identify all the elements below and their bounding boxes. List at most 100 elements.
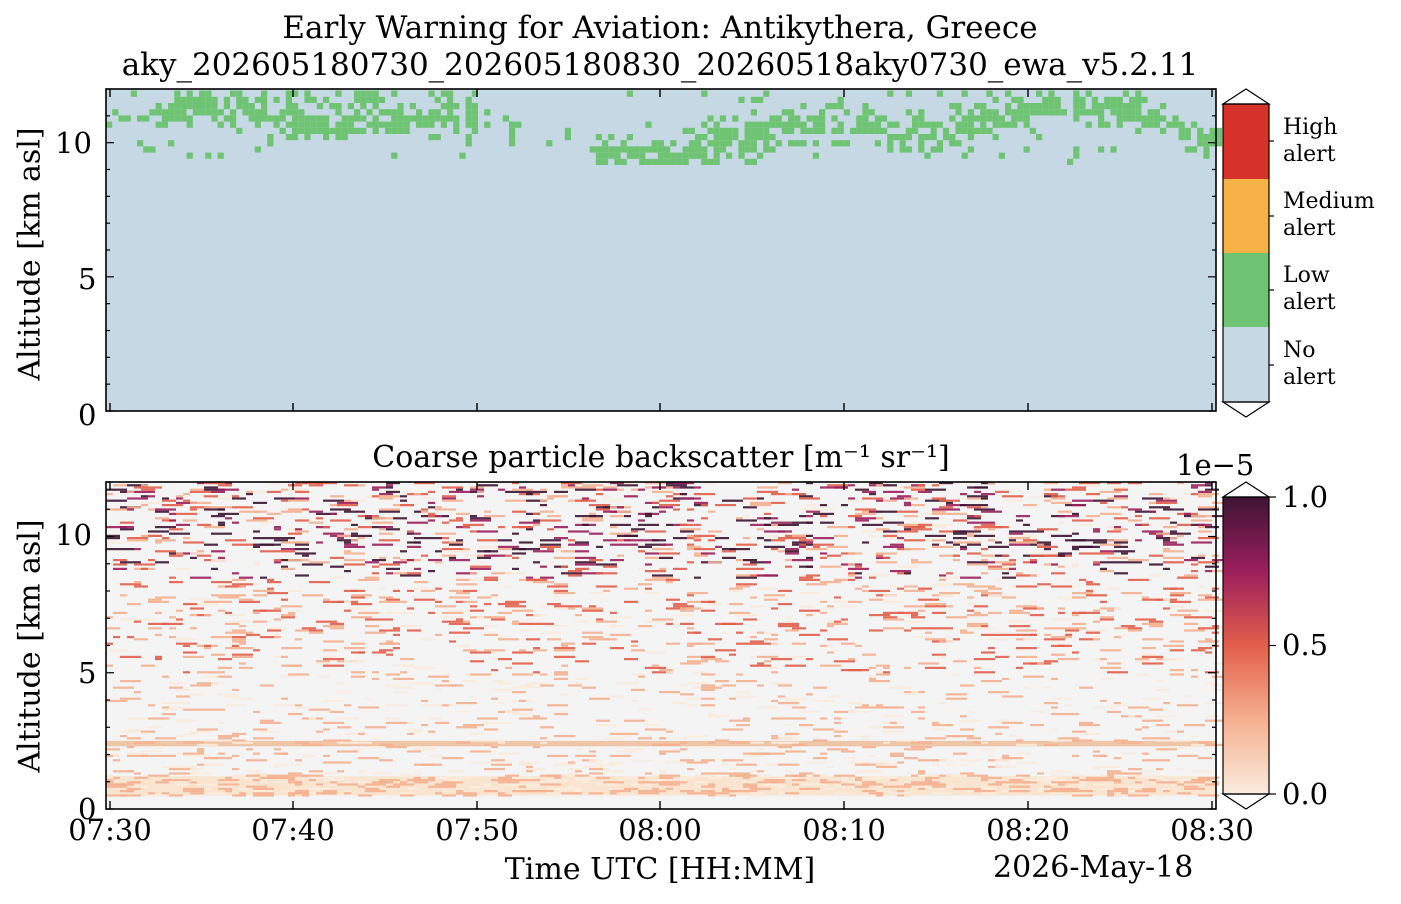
low-alert-cell	[744, 134, 751, 141]
low-alert-cell	[1036, 103, 1043, 110]
backscatter-cell	[1100, 754, 1107, 757]
backscatter-cell	[757, 528, 764, 531]
backscatter-cell	[330, 556, 344, 559]
backscatter-cell	[799, 537, 806, 540]
backscatter-cell	[624, 719, 645, 722]
low-alert-cell	[223, 115, 230, 122]
backscatter-cell	[253, 537, 274, 540]
backscatter-cell	[246, 785, 267, 788]
low-alert-cell	[440, 121, 447, 128]
low-alert-cell	[955, 121, 962, 128]
backscatter-cell	[974, 790, 995, 793]
backscatter-cell	[141, 504, 148, 507]
low-alert-cell	[757, 152, 764, 159]
backscatter-cell	[1177, 779, 1198, 782]
backscatter-cell	[512, 567, 519, 570]
low-alert-cell	[955, 109, 962, 116]
backscatter-cell	[127, 717, 148, 720]
backscatter-cell	[274, 497, 295, 500]
backscatter-cell	[680, 748, 687, 751]
backscatter-cell	[330, 495, 344, 498]
backscatter-cell	[771, 642, 785, 645]
backscatter-cell	[680, 662, 701, 665]
backscatter-cell	[1114, 541, 1128, 544]
backscatter-cell	[337, 721, 344, 724]
backscatter-cell	[218, 484, 232, 487]
backscatter-cell	[855, 488, 869, 491]
backscatter-cell	[134, 490, 155, 493]
low-alert-cell	[347, 103, 354, 110]
low-alert-cell	[1029, 103, 1036, 110]
backscatter-cell	[442, 673, 449, 676]
backscatter-cell	[813, 739, 820, 742]
backscatter-cell	[351, 523, 358, 526]
backscatter-cell	[764, 666, 778, 669]
low-alert-cell	[310, 115, 317, 122]
low-alert-cell	[378, 96, 385, 103]
backscatter-cell	[253, 779, 260, 782]
backscatter-cell	[575, 660, 589, 663]
backscatter-cell	[344, 739, 351, 742]
backscatter-cell	[456, 539, 463, 542]
low-alert-cell	[211, 103, 218, 110]
backscatter-cell	[1163, 607, 1170, 610]
backscatter-cell	[596, 508, 610, 511]
backscatter-cell	[659, 737, 666, 740]
low-alert-cell	[1178, 121, 1185, 128]
backscatter-cell	[799, 508, 820, 511]
backscatter-cell	[666, 484, 680, 487]
low-alert-cell	[781, 121, 788, 128]
backscatter-cell	[204, 495, 218, 498]
backscatter-cell	[575, 677, 589, 680]
backscatter-cell	[190, 730, 211, 733]
backscatter-cell	[1198, 561, 1219, 564]
backscatter-panel-ylabel: Altitude [km asl]	[12, 519, 48, 773]
low-alert-cell	[788, 115, 795, 122]
backscatter-cell	[183, 655, 204, 658]
low-alert-cell	[180, 109, 187, 116]
backscatter-cell	[141, 664, 155, 667]
low-alert-cell	[1067, 158, 1074, 165]
low-alert-cell	[298, 109, 305, 116]
low-alert-cell	[980, 115, 987, 122]
backscatter-cell	[911, 741, 932, 744]
backscatter-cell	[267, 774, 288, 777]
low-alert-cell	[1135, 96, 1142, 103]
low-alert-cell	[316, 115, 323, 122]
low-alert-cell	[341, 127, 348, 134]
backscatter-cell	[918, 484, 925, 487]
backscatter-cell	[428, 730, 435, 733]
backscatter-cell	[253, 728, 267, 731]
backscatter-cell	[883, 616, 897, 619]
backscatter-cell	[722, 763, 729, 766]
low-alert-cell	[769, 115, 776, 122]
backscatter-cell	[239, 625, 246, 628]
backscatter-cell	[372, 677, 379, 680]
backscatter-cell	[414, 776, 421, 779]
backscatter-cell	[953, 660, 967, 663]
backscatter-cell	[267, 482, 281, 485]
backscatter-cell	[1142, 497, 1163, 500]
low-alert-cell	[360, 115, 367, 122]
backscatter-cell	[491, 680, 505, 683]
backscatter-cell	[295, 759, 302, 762]
backscatter-cell	[554, 779, 568, 782]
backscatter-cell	[827, 695, 841, 698]
backscatter-cell	[715, 680, 729, 683]
alert-colorbar-frame	[1222, 103, 1270, 403]
low-alert-cell	[974, 115, 981, 122]
backscatter-cell	[1072, 563, 1079, 566]
backscatter-cell	[764, 752, 785, 755]
low-alert-cell	[713, 127, 720, 134]
backscatter-cell	[925, 776, 939, 779]
backscatter-cell	[981, 776, 1002, 779]
backscatter-cell	[512, 662, 533, 665]
backscatter-cell	[981, 506, 988, 509]
low-alert-cell	[1110, 103, 1117, 110]
backscatter-cell	[526, 765, 533, 768]
backscatter-cell	[414, 537, 421, 540]
backscatter-cell	[407, 530, 414, 533]
backscatter-cell	[295, 530, 309, 533]
backscatter-cell	[253, 752, 260, 755]
backscatter-cell	[568, 785, 575, 788]
